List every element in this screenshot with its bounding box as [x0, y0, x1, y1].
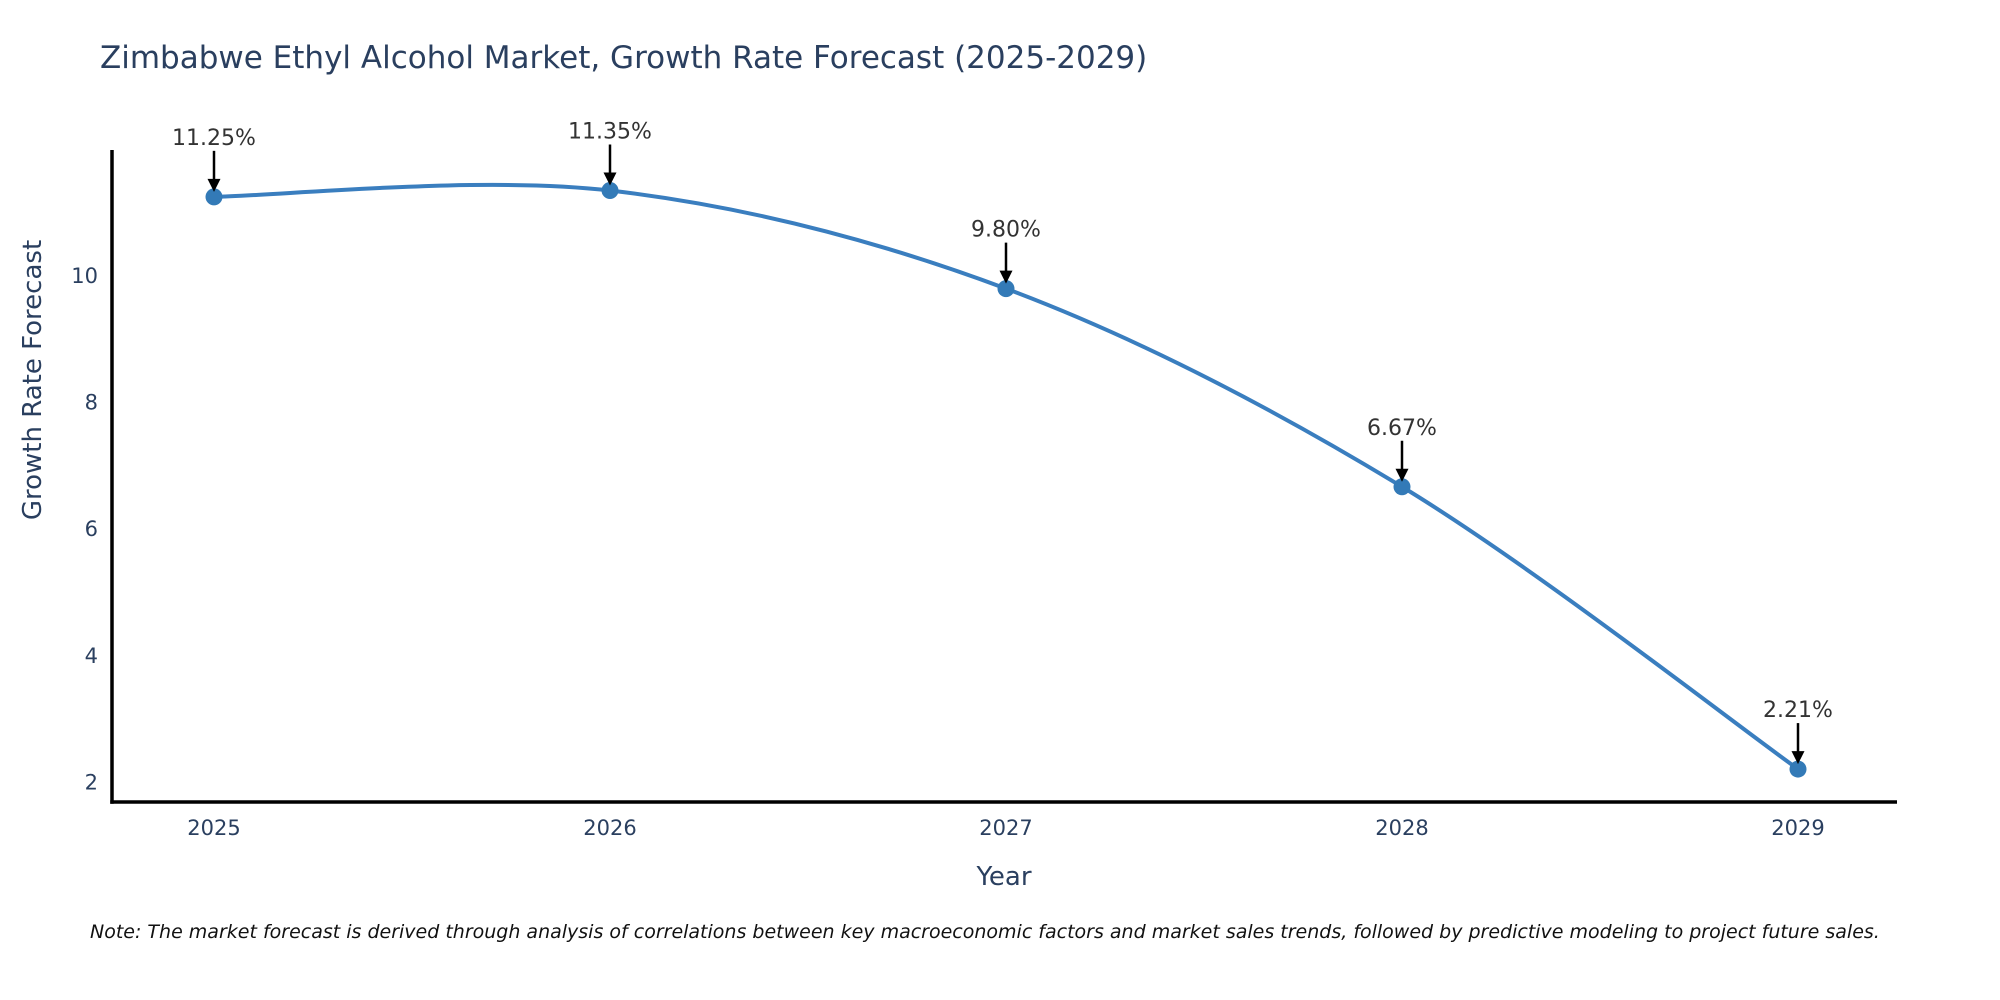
y-tick-label: 10 [71, 264, 98, 288]
y-tick-label: 2 [85, 770, 98, 794]
x-tick-label: 2028 [1375, 816, 1428, 840]
data-point-marker [997, 280, 1015, 298]
footnote: Note: The market forecast is derived thr… [90, 921, 1880, 943]
point-annotation: 11.35% [568, 120, 652, 145]
data-point-marker [205, 188, 223, 206]
chart-title: Zimbabwe Ethyl Alcohol Market, Growth Ra… [100, 40, 1148, 76]
x-axis-title: Year [976, 862, 1032, 892]
y-tick-label: 8 [85, 391, 98, 415]
annotation-arrowhead [999, 270, 1013, 284]
y-tick-label: 6 [85, 517, 98, 541]
y-tick-label: 4 [85, 644, 98, 668]
y-axis-title: Growth Rate Forecast [18, 239, 48, 521]
x-tick-label: 2025 [187, 816, 240, 840]
annotation-arrowhead [1395, 468, 1409, 482]
x-tick-label: 2029 [1771, 816, 1824, 840]
data-point-marker [1393, 478, 1411, 496]
annotation-arrowhead [1791, 751, 1805, 765]
forecast-line [212, 182, 1800, 772]
data-point-marker [601, 182, 619, 200]
annotation-arrowhead [603, 172, 617, 186]
point-annotation: 6.67% [1367, 416, 1437, 441]
x-tick-label: 2027 [979, 816, 1032, 840]
point-annotation: 11.25% [172, 126, 256, 151]
point-annotation: 9.80% [971, 218, 1041, 243]
x-tick-label: 2026 [583, 816, 636, 840]
data-point-marker [1789, 760, 1807, 778]
annotation-arrowhead [207, 178, 221, 192]
point-annotation: 2.21% [1763, 698, 1833, 723]
